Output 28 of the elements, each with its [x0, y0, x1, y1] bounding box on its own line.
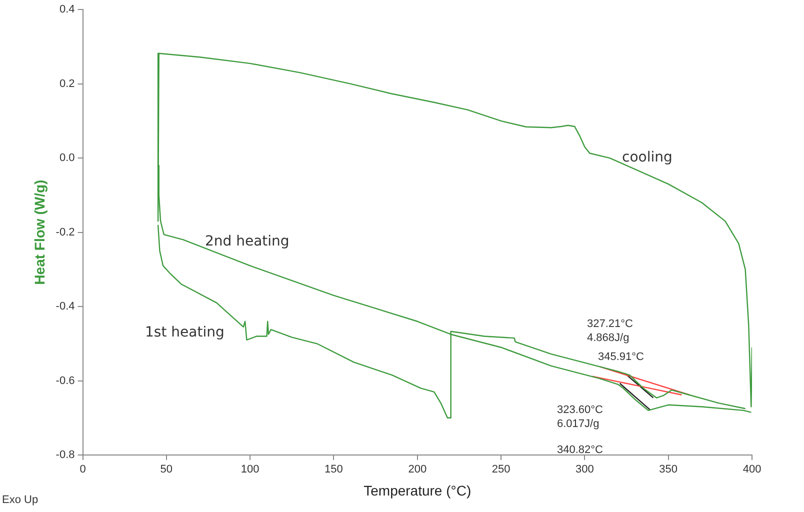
- x-tick-label: 400: [742, 464, 762, 476]
- x-tick-label: 350: [659, 464, 678, 476]
- y-tick-label: 0.4: [59, 4, 75, 16]
- x-tick-label: 300: [576, 464, 594, 476]
- x-tick-label: 200: [408, 464, 427, 476]
- text: Exo Up: [2, 494, 38, 506]
- annotation: 327.21°C: [587, 318, 634, 330]
- y-tick-label: 0.2: [59, 78, 75, 90]
- annotation: 323.60°C: [557, 404, 604, 416]
- x-tick-label: 150: [324, 464, 343, 476]
- annotation: 340.82°C: [557, 444, 604, 456]
- y-axis-title: Heat Flow (W/g): [31, 180, 48, 285]
- annotation: 345.91°C: [598, 351, 644, 364]
- y-tick-label: -0.6: [56, 374, 75, 387]
- x-tick-label: 250: [492, 464, 510, 476]
- y-tick-label: -0.8: [56, 449, 75, 462]
- annotation: 6.017J/g: [557, 418, 600, 430]
- series-label: cooling: [622, 150, 672, 166]
- x-tick-label: 50: [160, 464, 173, 476]
- series-label: 2nd heating: [205, 234, 290, 250]
- y-tick-label: -0.2: [56, 226, 75, 238]
- x-axis-title: Temperature (°C): [364, 482, 472, 498]
- y-tick-label: 0.0: [59, 152, 75, 164]
- x-tick-label: 100: [240, 464, 260, 476]
- series-label: 1st heating: [145, 324, 224, 341]
- annotation: 4.868J/g: [587, 332, 630, 344]
- x-tick-label: 0: [80, 464, 86, 476]
- y-tick-label: -0.4: [56, 300, 75, 313]
